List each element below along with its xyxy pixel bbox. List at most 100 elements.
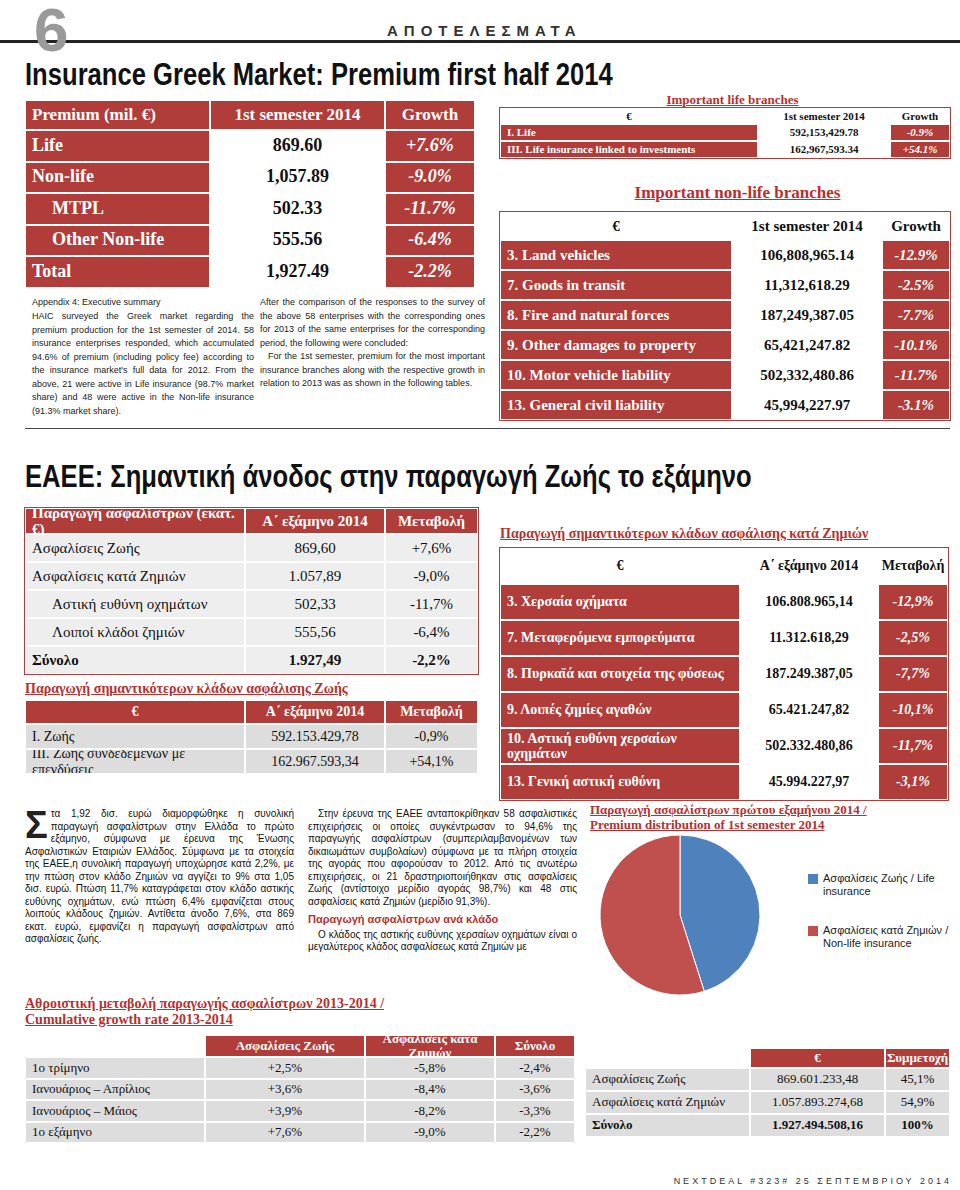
header-cell: €	[500, 548, 740, 584]
table: €ΣυμμετοχήΑσφαλίσεις Ζωής869.601.233,484…	[585, 1048, 950, 1137]
table-cell: 502,33	[245, 590, 385, 618]
paragraph: HAIC surveyed the Greek market regarding…	[32, 310, 254, 418]
table-cell: 502.33	[210, 193, 385, 225]
table-cell: 7. Μεταφερόμενα εμπορεύματα	[500, 620, 740, 656]
header-cell: Μεταβολή	[385, 700, 478, 724]
header-cell: Premium (mil. €)	[25, 100, 210, 130]
table-cell: -2.2%	[385, 256, 475, 288]
table-cell: 869.601.233,48	[750, 1068, 885, 1091]
table-cell: -5,8%	[365, 1057, 495, 1079]
table-cell: 592.153.429,78	[245, 724, 385, 749]
table-cell: -3,3%	[495, 1100, 575, 1122]
table: €Α΄ εξάμηνο 2014Μεταβολή3. Χερσαία οχήμα…	[500, 548, 948, 800]
appendix-column: After the comparison of the responses to…	[260, 296, 485, 391]
table-cell: -11.7%	[882, 360, 950, 390]
table-cell: 1ο εξάμηνο	[25, 1122, 205, 1144]
table-cell: -0,9%	[385, 724, 478, 749]
paragraph: After the comparison of the responses to…	[260, 296, 485, 350]
page-number: 6	[34, 0, 68, 65]
table-cell: +7,6%	[385, 534, 478, 562]
table-cell: Σύνολο	[25, 646, 245, 674]
table-cell: 10. Motor vehicle liability	[500, 360, 732, 390]
table-cell: -3.1%	[882, 390, 950, 420]
header-cell: Α΄ εξάμηνο 2014	[245, 700, 385, 724]
chart-title: Παραγωγή ασφαλίστρων πρώτου εξαμήνου 201…	[590, 802, 900, 832]
table-cell: Λοιποί κλάδοι ζημιών	[25, 618, 245, 646]
table-title: Important life branches	[600, 92, 865, 108]
table-title: Παραγωγή σημαντικότερων κλάδων ασφάλισης…	[25, 681, 485, 697]
table-cell: Ιανουάριος – Απρίλιος	[25, 1079, 205, 1101]
table-title: Παραγωγή σημαντικότερων κλάδων ασφάλισης…	[500, 526, 950, 542]
table-cell: 45,1%	[885, 1068, 950, 1091]
table-cell: Ασφαλίσεις Ζωής	[25, 534, 245, 562]
table-cell: -12,9%	[878, 584, 948, 620]
table-cell: +2,5%	[205, 1057, 365, 1079]
article: Στα 1,92 δισ. ευρώ διαμορφώθηκε η συνολι…	[25, 808, 577, 988]
table-title: Αθροιστική μεταβολή παραγωγής ασφαλίστρω…	[25, 996, 384, 1012]
rule	[0, 40, 960, 43]
table-cell: 162.967.593,34	[245, 749, 385, 774]
table-cell: Ασφαλίσεις κατά Ζημιών	[25, 562, 245, 590]
table-cell: -11,7%	[385, 590, 478, 618]
table-cell: -2,2%	[385, 646, 478, 674]
table-cell: 555,56	[245, 618, 385, 646]
table-cell: -3,6%	[495, 1079, 575, 1101]
table-cell: -9,0%	[365, 1122, 495, 1144]
table-cell: Other Non-life	[25, 225, 210, 257]
table-cell: -11,7%	[878, 728, 948, 764]
table-cell: -9,0%	[385, 562, 478, 590]
table-cell: 1ο τρίμηνο	[25, 1057, 205, 1079]
table-cell: -6.4%	[385, 225, 475, 257]
header-cell: 1st semester 2014	[758, 108, 890, 124]
table-cell: 8. Πυρκαϊά και στοιχεία της φύσεως	[500, 656, 740, 692]
header-cell: 1st semester 2014	[732, 212, 882, 240]
table-cell: I. Life	[500, 124, 758, 141]
header-cell: €	[500, 212, 732, 240]
table-cell: 10. Αστική ευθύνη χερσαίων οχημάτων	[500, 728, 740, 764]
table-cell: -0.9%	[890, 124, 950, 141]
table-cell: 13. Γενική αστική ευθύνη	[500, 764, 740, 800]
subheading: Παραγωγή ασφαλίστρων ανά κλάδο	[308, 913, 577, 926]
header-cell: Growth	[385, 100, 475, 130]
table: Παραγωγή ασφαλίστρων (εκατ. €)Α΄ εξάμηνο…	[25, 508, 478, 674]
table-cell: 106.808.965,14	[740, 584, 878, 620]
pie-chart	[585, 833, 775, 1003]
header-cell	[25, 1035, 205, 1057]
table-cell: -9.0%	[385, 162, 475, 194]
table-cell: 1.057.893.274,68	[750, 1091, 885, 1114]
appendix-heading: Appendix 4: Executive summary	[32, 296, 254, 310]
table-cell: Αστική ευθύνη οχημάτων	[25, 590, 245, 618]
paragraph: Ο κλάδος της αστικής ευθύνης χερσαίων οχ…	[308, 929, 577, 954]
table-cell: Total	[25, 256, 210, 288]
table-cell: +54,1%	[385, 749, 478, 774]
legend-swatch	[808, 926, 818, 936]
table-cell: Ι. Ζωής	[25, 724, 245, 749]
table-cell: 869.60	[210, 130, 385, 162]
table-title: Cumulative growth rate 2013-2014	[25, 1012, 233, 1028]
table-cell: ΙΙΙ. Ζωής συνδεδεμένων με επενδύσεις	[25, 749, 245, 774]
table-cell: -8,4%	[365, 1079, 495, 1101]
header-cell: Ασφαλίσεις Ζωής	[205, 1035, 365, 1057]
header-cell: Growth	[890, 108, 950, 124]
header-cell: Μεταβολή	[878, 548, 948, 584]
table-cell: 555.56	[210, 225, 385, 257]
table-cell: Σύνολο	[585, 1114, 750, 1137]
table-cell: +54.1%	[890, 141, 950, 158]
table-cell: 11,312,618.29	[732, 270, 882, 300]
table-cell: -7.7%	[882, 300, 950, 330]
header-cell: Ασφαλίσεις κατά Ζημιών	[365, 1035, 495, 1057]
table-cell: -6,4%	[385, 618, 478, 646]
header-cell: Παραγωγή ασφαλίστρων (εκατ. €)	[25, 508, 245, 534]
paragraph: Στα 1,92 δισ. ευρώ διαμορφώθηκε η συνολι…	[25, 808, 294, 946]
table-cell: 45,994,227.97	[732, 390, 882, 420]
table-cell: 106,808,965.14	[732, 240, 882, 270]
table-cell: 592,153,429.78	[758, 124, 890, 141]
table: Premium (mil. €)1st semester 2014GrowthL…	[25, 100, 475, 288]
table-cell: III. Life insurance linked to investment…	[500, 141, 758, 158]
table-cell: 1,927.49	[210, 256, 385, 288]
table-cell: 162,967,593.34	[758, 141, 890, 158]
header-cell: €	[25, 700, 245, 724]
table: €Α΄ εξάμηνο 2014Μεταβολή Ι. Ζωής592.153.4…	[25, 700, 478, 774]
table-cell: -2,4%	[495, 1057, 575, 1079]
table-cell: +3,6%	[205, 1079, 365, 1101]
